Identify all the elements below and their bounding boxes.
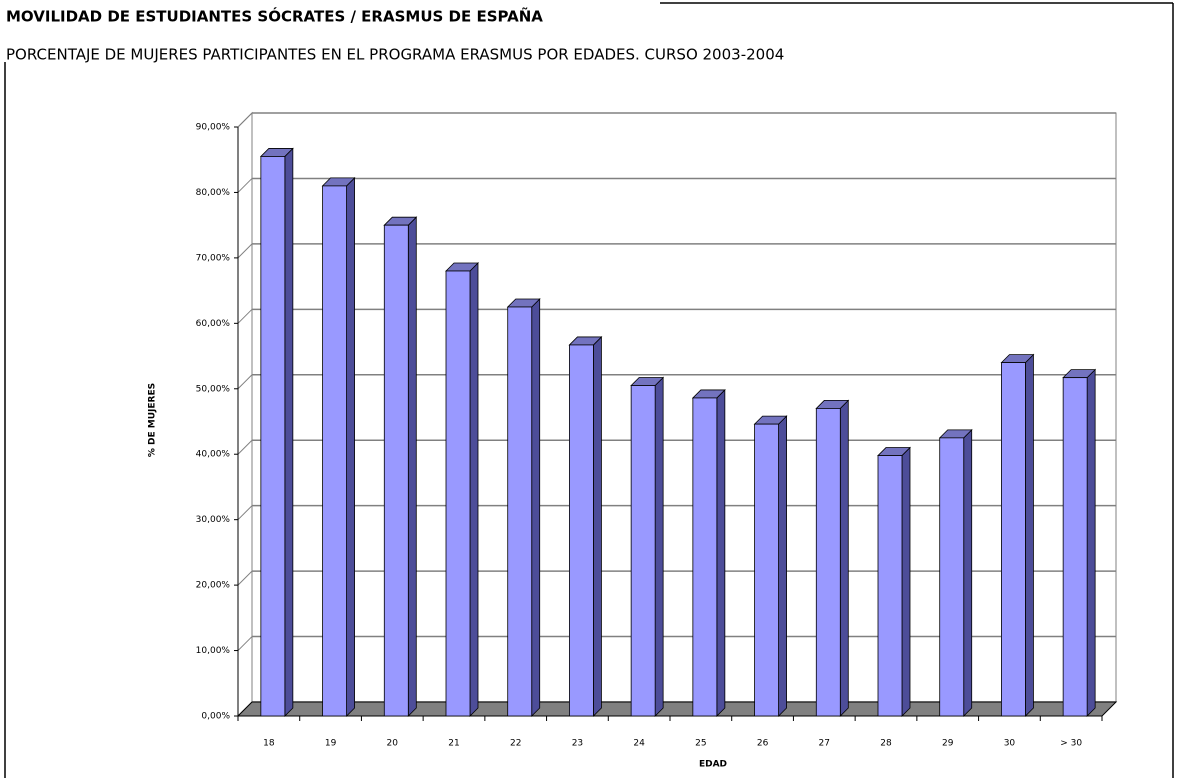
bar-side [1086,368,1096,717]
x-tick-label: 24 [633,739,645,749]
bar-side [284,147,294,717]
x-tick-label: 29 [942,739,954,749]
bar [1062,377,1088,717]
bar-side [469,262,479,717]
bar [260,156,286,717]
bar [877,455,903,717]
grid-line [237,505,253,521]
x-tick-label: 25 [695,739,706,749]
x-tick-label: 18 [263,739,275,749]
bar-side [531,298,541,717]
bar-side [839,399,849,717]
x-axis-label: EDAD [699,760,727,770]
y-tick-label: 30,00% [196,515,231,525]
bar-side [1025,353,1034,717]
side-wall [237,111,253,718]
x-tick-label: 21 [448,739,459,749]
grid-line [237,636,253,651]
floor [236,701,1118,717]
bar-side [346,176,355,717]
y-tick-label: 20,00% [196,581,231,591]
back-wall [251,112,1117,703]
bar [754,423,779,717]
x-tick-label: > 30 [1060,739,1082,749]
bar-side [778,415,787,717]
y-axis-label: % DE MUJERES [148,383,158,457]
chart-subtitle: PORCENTAJE DE MUJERES PARTICIPANTES EN E… [6,46,784,64]
x-tick-label: 20 [387,739,399,749]
y-tick-label: 80,00% [196,188,231,198]
x-tick-label: 19 [325,739,337,749]
grid-line [237,243,253,259]
grid-line [237,308,253,324]
y-tick-label: 60,00% [196,319,231,329]
bar [630,385,656,717]
bar-side [593,335,602,717]
bar [692,397,718,717]
x-tick-label: 22 [510,739,521,749]
y-tick-label: 10,00% [196,646,231,656]
bar [445,270,471,717]
bar [322,185,347,717]
grid-line [237,374,253,390]
x-tick-label: 30 [1004,739,1016,749]
bar-side [901,446,911,717]
x-tick-label: 26 [757,739,769,749]
bar [569,344,594,717]
y-tick-label: 70,00% [196,253,231,263]
bar-side [654,376,664,717]
chart-title: MOVILIDAD DE ESTUDIANTES SÓCRATES / ERAS… [6,7,543,26]
bar-side [963,428,973,717]
grid-line [237,178,253,193]
x-tick-label: 28 [880,739,892,749]
bar [939,437,965,717]
y-tick-label: 90,00% [196,123,231,133]
bar-side [716,388,726,717]
grid-line [237,439,253,455]
x-tick-label: 23 [572,739,583,749]
bar [1001,362,1026,717]
bar [815,408,841,717]
x-tick-label: 27 [819,739,830,749]
grid-line [237,112,253,128]
bar [383,224,409,717]
bar-side [407,216,417,717]
bar [507,306,533,717]
y-tick-label: 50,00% [196,384,231,394]
y-tick-label: 40,00% [196,450,231,460]
grid-line [237,570,253,586]
y-tick-label: 0,00% [201,712,230,722]
